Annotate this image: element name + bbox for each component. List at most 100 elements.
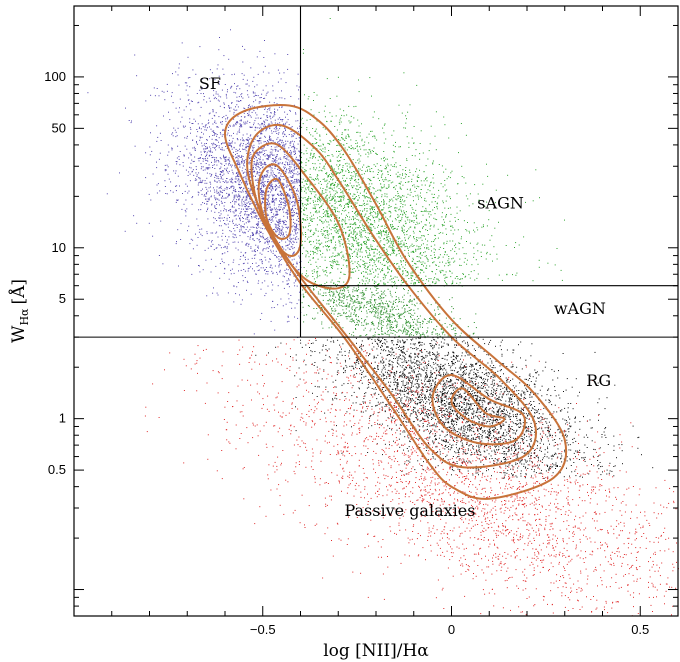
data-point	[269, 137, 270, 138]
data-point	[396, 228, 398, 230]
data-point	[296, 180, 298, 182]
data-point	[396, 268, 398, 270]
data-point	[385, 257, 387, 259]
data-point	[342, 254, 344, 256]
data-point	[305, 250, 307, 252]
data-point	[255, 112, 257, 114]
data-point	[261, 176, 263, 178]
data-point	[350, 255, 351, 257]
data-point	[288, 298, 290, 300]
data-point	[303, 209, 305, 211]
data-point	[424, 211, 426, 212]
data-point	[221, 203, 223, 204]
data-point	[350, 231, 352, 233]
data-point	[263, 175, 265, 177]
data-point	[429, 211, 431, 213]
data-point	[273, 102, 275, 104]
data-point	[292, 146, 294, 148]
data-point	[200, 168, 202, 170]
data-point	[200, 190, 202, 192]
data-point	[307, 252, 309, 254]
data-point	[309, 225, 311, 226]
data-point	[263, 185, 265, 187]
data-point	[349, 171, 351, 173]
data-point	[306, 127, 308, 129]
data-point	[274, 167, 276, 169]
data-point	[243, 227, 245, 229]
data-point	[247, 114, 249, 116]
data-point	[225, 159, 227, 161]
data-point	[239, 220, 241, 222]
data-point	[272, 252, 274, 254]
data-point	[171, 148, 173, 150]
data-point	[339, 235, 341, 237]
data-point	[240, 126, 242, 128]
data-point	[413, 184, 415, 186]
data-point	[427, 158, 429, 160]
data-point	[486, 201, 488, 203]
data-point	[398, 265, 400, 267]
data-point	[290, 127, 292, 129]
data-point	[291, 210, 293, 212]
data-point	[250, 180, 252, 181]
data-point	[232, 236, 234, 238]
data-point	[239, 145, 241, 147]
data-point	[279, 122, 281, 124]
data-point	[269, 191, 271, 193]
data-point	[219, 83, 220, 85]
data-point	[451, 170, 453, 172]
data-point	[261, 198, 263, 200]
data-point	[270, 189, 272, 191]
data-point	[324, 214, 326, 216]
data-point	[289, 200, 291, 202]
data-point	[355, 248, 357, 250]
data-point	[367, 239, 368, 241]
data-point	[296, 167, 298, 169]
data-point	[486, 225, 488, 227]
data-point	[238, 199, 240, 201]
data-point	[260, 193, 262, 195]
data-point	[275, 230, 277, 232]
data-point	[460, 265, 462, 266]
data-point	[295, 229, 297, 231]
data-point	[367, 203, 369, 205]
data-point	[338, 241, 340, 243]
data-point	[277, 118, 279, 120]
data-point	[246, 197, 248, 199]
data-point	[282, 201, 284, 203]
data-point	[216, 189, 218, 191]
data-point	[267, 140, 268, 142]
data-point	[237, 249, 239, 251]
data-point	[434, 283, 436, 285]
data-point	[175, 170, 177, 172]
data-point	[254, 249, 256, 251]
data-point	[347, 198, 349, 200]
data-point	[254, 138, 256, 140]
data-point	[294, 166, 296, 168]
data-point	[438, 189, 440, 191]
data-point	[432, 209, 434, 211]
data-point	[323, 221, 325, 223]
data-point	[402, 195, 403, 197]
data-point	[271, 281, 272, 283]
data-point	[297, 195, 299, 197]
data-point	[294, 205, 296, 207]
data-point	[321, 193, 323, 195]
data-point	[242, 134, 244, 136]
data-point	[402, 213, 404, 215]
data-point	[243, 187, 245, 189]
data-point	[352, 175, 354, 177]
data-point	[356, 131, 358, 133]
data-point	[159, 132, 161, 134]
data-point	[274, 254, 276, 256]
data-point	[323, 233, 325, 235]
data-point	[360, 213, 362, 215]
data-point	[287, 293, 289, 295]
data-point	[349, 178, 351, 180]
data-point	[279, 222, 281, 224]
data-point	[295, 232, 297, 234]
data-point	[149, 154, 151, 156]
data-point	[225, 197, 227, 199]
data-point	[267, 285, 269, 287]
data-point	[260, 231, 262, 233]
